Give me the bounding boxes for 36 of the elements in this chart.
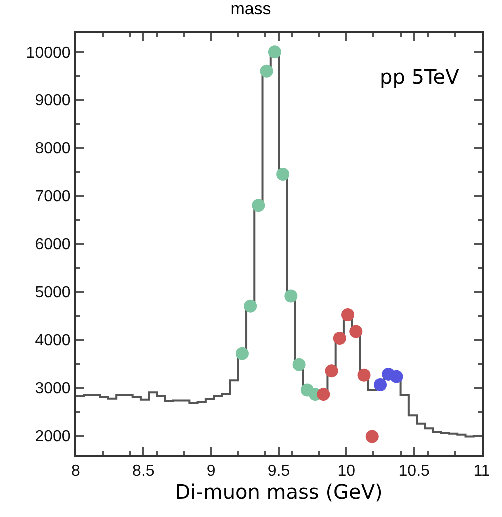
y-tick-label: 9000 [35, 92, 71, 110]
point [333, 332, 346, 345]
x-tick-label: 10 [338, 463, 356, 480]
x-tick-label: 10.5 [398, 463, 430, 480]
y-tick-label: 10000 [26, 44, 71, 62]
chart-title: mass [230, 0, 272, 18]
x-tick-label: 9 [206, 463, 216, 480]
point [390, 370, 404, 384]
point [342, 308, 355, 322]
point [358, 368, 371, 382]
point [325, 364, 338, 378]
y-tick-label: 8000 [35, 140, 71, 158]
point [268, 46, 282, 59]
point [374, 378, 387, 392]
y-tick-label: 3000 [35, 380, 71, 398]
point [350, 325, 363, 338]
x-tick-label: 8 [72, 463, 81, 480]
point [236, 347, 249, 360]
annotation: pp 5TeV [380, 65, 460, 89]
point [276, 168, 290, 181]
point [260, 64, 274, 78]
x-tick-label: 8.5 [132, 463, 155, 480]
y-tick-label: 6000 [35, 236, 71, 254]
y-tick-label: 5000 [35, 284, 71, 302]
point [284, 290, 298, 303]
point [366, 430, 379, 444]
x-tick-label: 11 [474, 463, 490, 480]
point [244, 300, 258, 313]
point [292, 358, 306, 372]
y-tick-label: 4000 [35, 332, 71, 350]
x-tick-label: 9.5 [268, 463, 290, 480]
point [317, 388, 330, 402]
y-tick-label: 2000 [35, 428, 71, 446]
point [252, 199, 266, 212]
y-tick-label: 7000 [35, 188, 71, 206]
x-axis-title: Di-muon mass (GeV) [175, 480, 383, 504]
